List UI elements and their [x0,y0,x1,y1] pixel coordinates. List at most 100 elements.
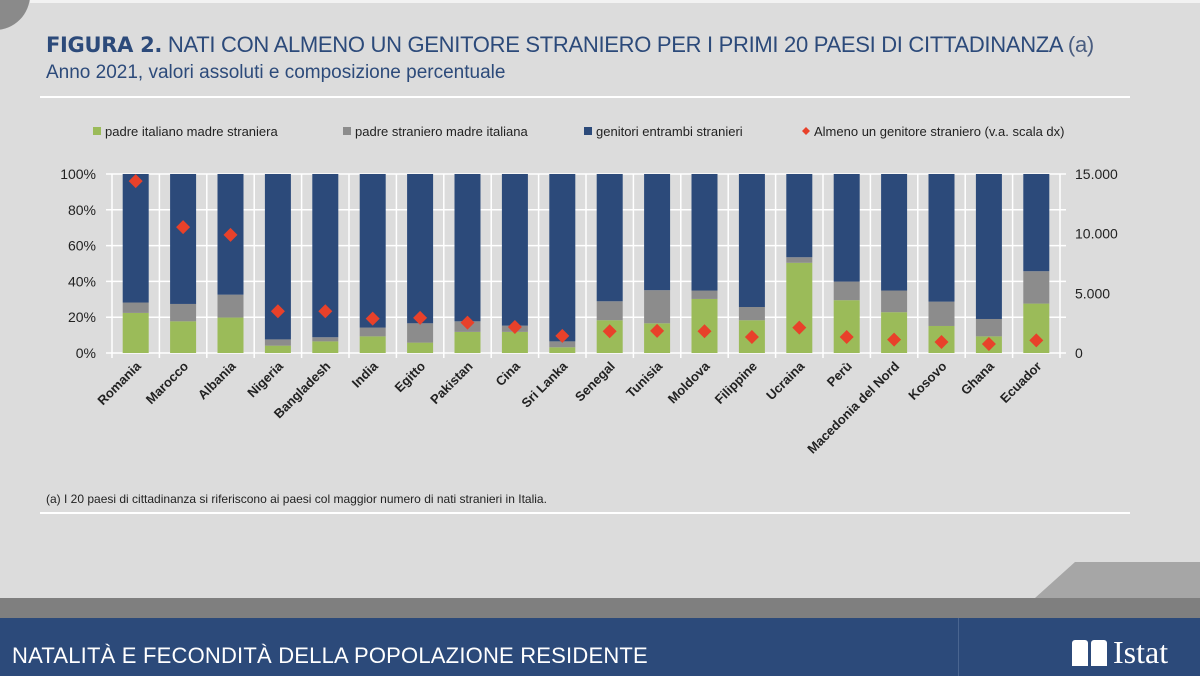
bar-segment [501,174,528,326]
bar-segment [170,174,197,304]
bar-segment [833,300,860,353]
category-label: Romania [94,358,144,408]
decorative-wedge-edge [1035,562,1075,598]
category-label: Pakistan [427,358,475,406]
left-axis-tick: 20% [68,309,96,325]
data-point-diamond [934,335,949,350]
data-point-diamond [697,324,712,339]
left-axis-tick: 0% [76,345,96,361]
bar-segment [644,174,671,291]
title-divider [40,96,1130,98]
data-point-diamond [650,323,665,338]
bar-segment [549,347,576,353]
istat-logo: Istat [1072,634,1168,671]
bar-segment [928,174,955,302]
data-point-diamond [555,328,570,343]
bar-segment [881,174,908,291]
legend-label: Almeno un genitore straniero (v.a. scala… [814,124,1065,139]
data-point-diamond [365,311,380,326]
data-point-diamond [744,330,759,345]
bar-segment [312,337,339,342]
chart: 0% 20% 40% 60% 80% 100% 0 5.000 10.000 15.000 Roma… [60,124,1118,456]
category-label: Macedonia del Nord [804,358,902,456]
category-label: India [349,358,382,391]
bar-segment [549,174,576,342]
bar-segment [217,317,244,353]
data-point-diamond [460,315,475,330]
category-label: Senegal [572,359,618,405]
bar-segment [786,174,813,258]
bar-segment [217,294,244,318]
bar-segment [691,174,718,291]
top-divider [30,0,1200,3]
data-point-diamond [507,319,522,334]
bar-segment [691,290,718,299]
bar-segment [122,302,149,313]
bar-segment [975,174,1002,319]
legend-label: genitori entrambi stranieri [596,124,743,139]
bar-segment [170,303,197,322]
right-axis-tick: 0 [1075,345,1083,361]
legend-swatch [343,127,351,135]
bar-segment [359,327,386,337]
bar-segment [596,301,623,321]
legend-swatch [93,127,101,135]
bar-segment [786,262,813,353]
data-point-diamond [981,336,996,351]
decorative-wedge [1075,562,1200,598]
data-point-diamond [270,304,285,319]
footer-title: NATALITÀ E FECONDITÀ DELLA POPOLAZIONE R… [12,643,648,668]
bar-segment [501,331,528,353]
bar-segment [454,331,481,353]
bar-segment [881,312,908,353]
left-axis-tick: 100% [60,166,96,182]
logo-book-icon [1072,639,1088,666]
legend-diamond-icon [802,127,810,135]
left-axis-tick: 40% [68,273,96,289]
legend-swatch [584,127,592,135]
figure-title-text: NATI CON ALMENO UN GENITORE STRANIERO PE… [167,32,1063,57]
legend-label: padre straniero madre italiana [355,124,528,139]
figure-title-suffix: (a) [1067,32,1094,57]
left-axis-tick: 80% [68,202,96,218]
bar-segment [122,174,149,303]
data-point-diamond [223,227,238,242]
bar-segment [312,341,339,353]
bar-segment [359,336,386,353]
category-label: Nigeria [244,358,286,400]
footnote-divider [40,512,1130,514]
category-label: Ucraina [763,358,808,403]
bar-segment [264,345,291,353]
category-label: Albania [195,358,239,402]
data-point-diamond [413,310,428,325]
category-label: Perù [824,358,855,389]
legend-label: padre italiano madre straniera [105,124,278,139]
bar-segment [407,323,434,343]
bar-segment [928,301,955,326]
data-point-diamond [792,320,807,335]
footer-band [0,598,1200,618]
bar-segment [264,339,291,346]
category-label: Ecuador [997,359,1044,406]
footer-separator [958,618,959,676]
bar-segment [881,290,908,313]
category-label: Sri Lanka [518,358,571,411]
data-point-diamond [839,330,854,345]
bar-segment [122,312,149,353]
footnote: (a) I 20 paesi di cittadinanza si riferi… [46,492,547,506]
category-label: Moldova [665,358,713,406]
category-label: Filippine [712,359,760,407]
bar-segment [644,290,671,324]
bar-segment [596,174,623,302]
data-point-diamond [318,304,333,319]
bar-segment [549,341,576,348]
figure-label: FIGURA 2. [46,33,163,57]
left-axis-tick: 60% [68,238,96,254]
category-label: Tunisia [623,358,666,401]
data-point-diamond [1029,333,1044,348]
logo-text: Istat [1113,634,1169,670]
right-axis-tick: 15.000 [1075,166,1118,182]
data-point-diamond [176,220,191,235]
bar-segment [833,174,860,282]
category-label: Cina [492,358,523,389]
